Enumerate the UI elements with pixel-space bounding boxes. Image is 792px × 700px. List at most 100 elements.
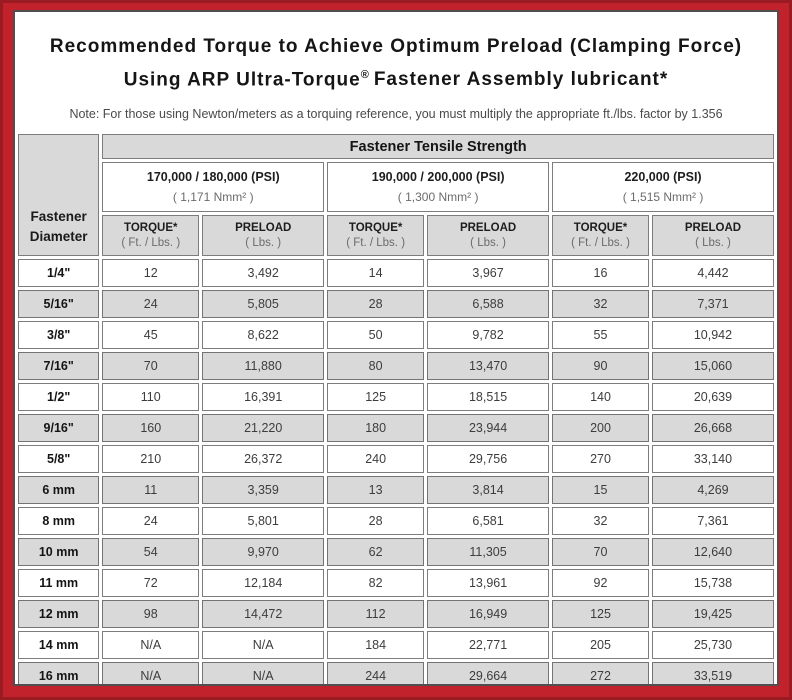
diameter-cell: 1/2" — [18, 383, 100, 412]
value-cell: 16 — [552, 259, 649, 288]
value-cell: 140 — [552, 383, 649, 412]
value-cell: 32 — [552, 507, 649, 536]
value-cell: 14,472 — [202, 600, 325, 629]
value-cell: 10,942 — [651, 321, 774, 350]
value-cell: 14 — [327, 259, 425, 288]
diameter-cell: 9/16" — [18, 414, 100, 443]
strength-header-row: Fastener Diameter Fastener Tensile Stren… — [18, 134, 774, 257]
psi-value: 190,000 / 200,000 (PSI) — [371, 170, 505, 185]
value-cell: 11 — [102, 476, 200, 505]
value-cell: 15,738 — [651, 569, 774, 598]
table-row: 8 mm 24 5,801 28 6,581 32 7,361 — [18, 507, 774, 536]
diameter-cell: 12 mm — [18, 600, 100, 629]
note-text: Note: For those using Newton/meters as a… — [69, 107, 723, 122]
value-cell: 7,371 — [651, 290, 774, 319]
value-cell: 240 — [327, 445, 425, 474]
value-cell: 9,782 — [427, 321, 550, 350]
value-cell: 125 — [552, 600, 649, 629]
value-cell: 70 — [102, 352, 200, 381]
preload-column-header: PRELOAD ( Lbs. ) — [427, 215, 550, 257]
value-cell: N/A — [202, 662, 325, 684]
diameter-cell: 8 mm — [18, 507, 100, 536]
value-cell: 272 — [552, 662, 649, 684]
value-cell: 3,814 — [427, 476, 550, 505]
value-cell: 32 — [552, 290, 649, 319]
value-cell: 6,581 — [427, 507, 550, 536]
diameter-cell: 14 mm — [18, 631, 100, 660]
table-row: 14 mm N/A N/A 184 22,771 205 25,730 — [18, 631, 774, 660]
value-cell: 98 — [102, 600, 200, 629]
diameter-cell: 5/16" — [18, 290, 100, 319]
page-title: Recommended Torque to Achieve Optimum Pr… — [15, 32, 777, 94]
table-row: 7/16" 70 11,880 80 13,470 90 15,060 — [18, 352, 774, 381]
title-line-1: Recommended Torque to Achieve Optimum Pr… — [49, 36, 743, 57]
value-cell: 205 — [552, 631, 649, 660]
torque-column-header: TORQUE* ( Ft. / Lbs. ) — [102, 215, 200, 257]
table-row: 3/8" 45 8,622 50 9,782 55 10,942 — [18, 321, 774, 350]
value-cell: 180 — [327, 414, 425, 443]
value-cell: 90 — [552, 352, 649, 381]
table-row: 1/4" 12 3,492 14 3,967 16 4,442 — [18, 259, 774, 288]
value-cell: 210 — [102, 445, 200, 474]
tensile-strength-header: Fastener Tensile Strength — [102, 134, 774, 160]
value-cell: 13,470 — [427, 352, 550, 381]
torque-spec-table: Fastener Diameter Fastener Tensile Stren… — [15, 131, 777, 684]
value-cell: 50 — [327, 321, 425, 350]
diameter-cell: 3/8" — [18, 321, 100, 350]
diameter-cell: 1/4" — [18, 259, 100, 288]
value-cell: 18,515 — [427, 383, 550, 412]
psi-header-190-200: 190,000 / 200,000 (PSI) ( 1,300 Nmm² ) — [327, 162, 550, 213]
value-cell: 21,220 — [202, 414, 325, 443]
value-cell: 16,949 — [427, 600, 550, 629]
table-row: 6 mm 11 3,359 13 3,814 15 4,269 — [18, 476, 774, 505]
diameter-cell: 10 mm — [18, 538, 100, 567]
value-cell: 13,961 — [427, 569, 550, 598]
value-cell: 24 — [102, 290, 200, 319]
value-cell: 25,730 — [651, 631, 774, 660]
value-cell: 72 — [102, 569, 200, 598]
value-cell: 3,492 — [202, 259, 325, 288]
value-cell: 5,801 — [202, 507, 325, 536]
value-cell: 3,967 — [427, 259, 550, 288]
preload-column-header: PRELOAD ( Lbs. ) — [651, 215, 774, 257]
value-cell: 29,664 — [427, 662, 550, 684]
table-row: 10 mm 54 9,970 62 11,305 70 12,640 — [18, 538, 774, 567]
value-cell: 270 — [552, 445, 649, 474]
value-cell: 19,425 — [651, 600, 774, 629]
table-body: 1/4" 12 3,492 14 3,967 16 4,442 5/16" 24 5,805 28 6… — [18, 259, 774, 684]
torque-column-header: TORQUE* ( Ft. / Lbs. ) — [327, 215, 425, 257]
value-cell: N/A — [102, 662, 200, 684]
value-cell: 24 — [102, 507, 200, 536]
value-cell: 11,305 — [427, 538, 550, 567]
value-cell: 3,359 — [202, 476, 325, 505]
nmm-value: ( 1,171 Nmm² ) — [172, 190, 254, 205]
value-cell: 8,622 — [202, 321, 325, 350]
value-cell: 23,944 — [427, 414, 550, 443]
value-cell: 15,060 — [651, 352, 774, 381]
psi-header-row: 170,000 / 180,000 (PSI) ( 1,171 Nmm² ) 1… — [18, 162, 774, 213]
table-row: 9/16" 160 21,220 180 23,944 200 26,668 — [18, 414, 774, 443]
preload-column-header: PRELOAD ( Lbs. ) — [202, 215, 325, 257]
value-cell: 54 — [102, 538, 200, 567]
value-cell: 7,361 — [651, 507, 774, 536]
table-row: 1/2" 110 16,391 125 18,515 140 20,639 — [18, 383, 774, 412]
value-cell: 4,269 — [651, 476, 774, 505]
psi-value: 220,000 (PSI) — [624, 170, 702, 185]
value-cell: 4,442 — [651, 259, 774, 288]
value-cell: N/A — [202, 631, 325, 660]
value-cell: 184 — [327, 631, 425, 660]
corner-header-fastener-diameter: Fastener Diameter — [18, 134, 100, 257]
value-cell: 15 — [552, 476, 649, 505]
registered-trademark-symbol: ® — [360, 69, 369, 81]
table-row: 5/8" 210 26,372 240 29,756 270 33,140 — [18, 445, 774, 474]
diameter-cell: 7/16" — [18, 352, 100, 381]
value-cell: 62 — [327, 538, 425, 567]
psi-header-220: 220,000 (PSI) ( 1,515 Nmm² ) — [552, 162, 774, 213]
value-cell: 12,184 — [202, 569, 325, 598]
table-row: 11 mm 72 12,184 82 13,961 92 15,738 — [18, 569, 774, 598]
value-cell: 5,805 — [202, 290, 325, 319]
value-cell: 82 — [327, 569, 425, 598]
psi-value: 170,000 / 180,000 (PSI) — [146, 170, 280, 185]
torque-column-header: TORQUE* ( Ft. / Lbs. ) — [552, 215, 649, 257]
